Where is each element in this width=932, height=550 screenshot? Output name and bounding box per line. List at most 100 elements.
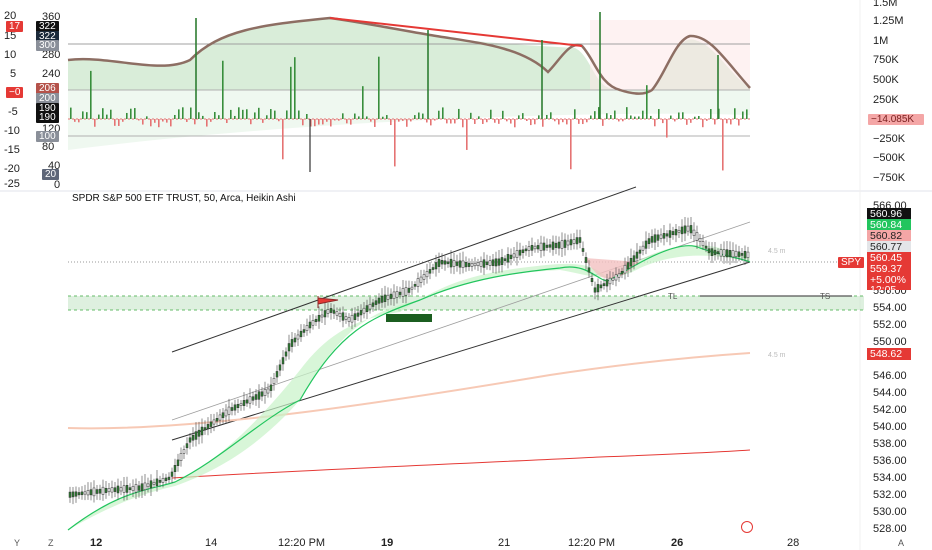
volume-bar (98, 114, 100, 119)
volume-bar (514, 119, 516, 128)
volume-bar (242, 109, 244, 119)
channel-lower (171, 261, 751, 441)
price-scale-label: 534.00 (873, 472, 907, 484)
candle-body (503, 258, 507, 261)
volume-bar (258, 107, 260, 119)
volume-bar (206, 119, 208, 127)
volume-bar (218, 115, 220, 119)
candle-body (101, 486, 105, 495)
candle-body (239, 403, 243, 406)
volume-bar (194, 119, 196, 125)
candle-body (467, 262, 471, 267)
price-pane[interactable] (67, 186, 864, 531)
volume-bar (698, 116, 700, 119)
auto-scale-button[interactable]: A (898, 538, 905, 548)
zoom-button[interactable]: Z (48, 538, 54, 548)
candle-body (227, 406, 231, 415)
candle-body (125, 485, 129, 493)
candle-body (440, 260, 444, 265)
candle-body (416, 278, 420, 287)
value-tag: 300 (36, 40, 59, 51)
value-tag: 20 (42, 169, 60, 180)
candle-body (518, 249, 522, 256)
candle-body (494, 258, 498, 267)
candle-body (326, 309, 330, 314)
candle-body (617, 273, 621, 278)
candle-body (206, 424, 210, 429)
volume-bar (574, 109, 576, 119)
volume-bar (274, 110, 276, 119)
candle-body (179, 453, 183, 461)
candle-body (677, 229, 681, 233)
volume-bar (654, 119, 656, 127)
price-tag: 560.45 (867, 252, 911, 264)
volume-bar (306, 113, 308, 119)
candle-body (344, 316, 348, 320)
candle-body (170, 471, 174, 477)
volume-bar (338, 119, 340, 121)
replay-icon[interactable] (741, 521, 753, 533)
volume-bar (230, 109, 232, 119)
volume-bar (382, 116, 384, 119)
candle-body (476, 262, 480, 266)
indicator-pane[interactable] (67, 12, 751, 172)
scale-b-label: 280 (42, 49, 61, 61)
candle-body (656, 234, 660, 241)
volume-bar (646, 85, 648, 119)
candle-body (734, 250, 738, 257)
volume-bar (90, 70, 92, 119)
candle-body (176, 459, 180, 466)
price-scale-label: 554.00 (873, 302, 907, 314)
indicator-area (68, 18, 750, 96)
volume-bar (378, 56, 380, 119)
volume-bar (594, 111, 596, 119)
candle-body (524, 248, 528, 252)
volume-bar (490, 109, 492, 119)
volume-bar (266, 115, 268, 119)
candle-body (368, 304, 372, 310)
volume-bar (554, 119, 556, 122)
volume-bar (406, 119, 408, 127)
volume-bar (586, 119, 588, 123)
scale-b-label: 0 (54, 179, 61, 191)
volume-scale-label: 1M (873, 35, 889, 47)
volume-bar (238, 107, 240, 119)
price-tag: +5.00% (867, 274, 911, 286)
candle-body (104, 488, 108, 493)
candle-body (683, 225, 687, 234)
candle-body (428, 269, 432, 274)
price-tag: 560.84 (867, 219, 911, 231)
volume-bar (530, 119, 532, 126)
symbol-title[interactable]: SPDR S&P 500 ETF TRUST, 50, Arca, Heikin… (72, 193, 296, 204)
volume-bar (402, 119, 404, 121)
volume-bar (342, 113, 344, 119)
volume-bar (474, 119, 476, 124)
volume-bar (714, 119, 716, 125)
candle-body (614, 274, 618, 281)
volume-bar (370, 119, 372, 122)
volume-bar (630, 115, 632, 119)
candle-body (275, 371, 279, 378)
volume-bar (746, 109, 748, 119)
candle-body (485, 261, 489, 265)
volume-bar (426, 119, 428, 123)
candle-body (353, 313, 357, 320)
candle-body (671, 231, 675, 236)
ema-slow (171, 449, 751, 479)
candle-body (350, 314, 354, 323)
symbol-tag[interactable]: SPY (838, 257, 865, 268)
volume-bar (162, 119, 164, 122)
volume-scale-label: 1.5M (873, 0, 898, 9)
candle-body (365, 305, 369, 312)
volume-bar (606, 113, 608, 119)
volume-bar (146, 116, 148, 119)
candle-body (143, 482, 147, 490)
candle-body (689, 225, 693, 234)
range-button[interactable]: Y (14, 538, 21, 548)
candle-body (164, 477, 168, 481)
candle-body (128, 487, 132, 490)
oscillator-line (67, 16, 751, 95)
volume-bar (190, 107, 192, 119)
